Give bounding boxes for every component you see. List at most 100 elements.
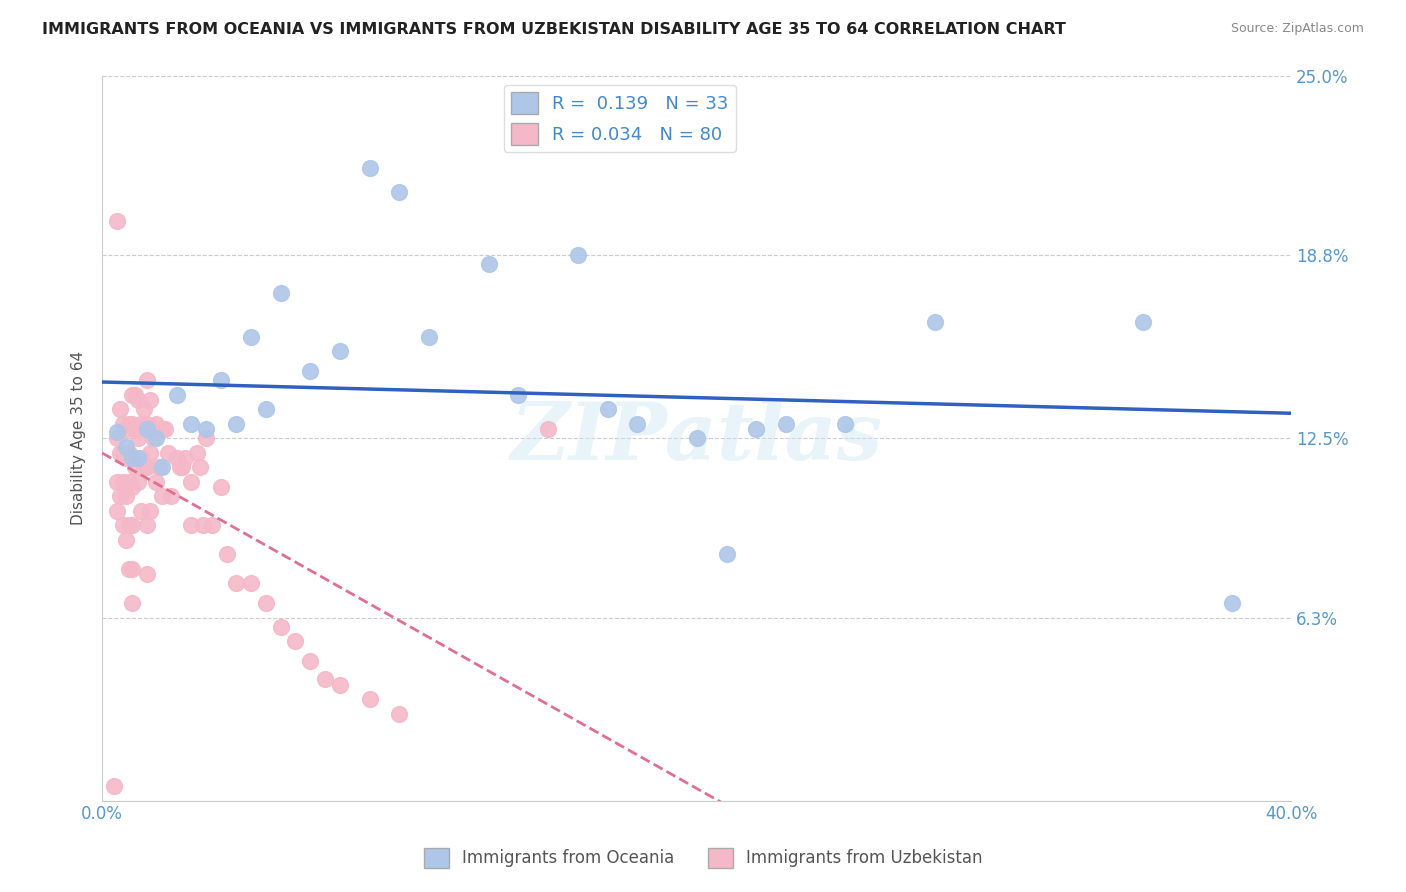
- Point: [139, 445, 162, 459]
- Point: [180, 475, 202, 489]
- Point: [111, 445, 134, 459]
- Point: [150, 489, 173, 503]
- Point: [132, 460, 155, 475]
- Point: [111, 475, 134, 489]
- Point: [388, 706, 411, 721]
- Point: [135, 422, 157, 436]
- Point: [127, 475, 149, 489]
- Point: [180, 417, 202, 431]
- Point: [225, 576, 247, 591]
- Point: [166, 451, 188, 466]
- Point: [124, 460, 146, 475]
- Point: [121, 480, 143, 494]
- Point: [217, 547, 239, 561]
- Point: [478, 257, 501, 271]
- Point: [745, 422, 768, 436]
- Point: [209, 480, 232, 494]
- Point: [105, 503, 128, 517]
- Point: [626, 417, 648, 431]
- Point: [121, 451, 143, 466]
- Point: [1132, 315, 1154, 329]
- Point: [111, 417, 134, 431]
- Point: [150, 422, 173, 436]
- Point: [127, 431, 149, 445]
- Point: [118, 561, 141, 575]
- Point: [418, 329, 440, 343]
- Point: [132, 402, 155, 417]
- Point: [111, 518, 134, 533]
- Y-axis label: Disability Age 35 to 64: Disability Age 35 to 64: [72, 351, 86, 525]
- Point: [103, 779, 125, 793]
- Point: [195, 431, 218, 445]
- Text: IMMIGRANTS FROM OCEANIA VS IMMIGRANTS FROM UZBEKISTAN DISABILITY AGE 35 TO 64 CO: IMMIGRANTS FROM OCEANIA VS IMMIGRANTS FR…: [42, 22, 1066, 37]
- Text: ZIPatlas: ZIPatlas: [510, 400, 883, 477]
- Legend: Immigrants from Oceania, Immigrants from Uzbekistan: Immigrants from Oceania, Immigrants from…: [418, 841, 988, 875]
- Point: [239, 576, 262, 591]
- Point: [127, 451, 149, 466]
- Point: [135, 417, 157, 431]
- Point: [121, 596, 143, 610]
- Point: [193, 518, 215, 533]
- Point: [118, 445, 141, 459]
- Point: [105, 425, 128, 440]
- Point: [359, 161, 381, 176]
- Point: [150, 460, 173, 475]
- Point: [108, 445, 131, 459]
- Point: [121, 561, 143, 575]
- Point: [254, 402, 277, 417]
- Point: [166, 387, 188, 401]
- Legend: R =  0.139   N = 33, R = 0.034   N = 80: R = 0.139 N = 33, R = 0.034 N = 80: [503, 85, 735, 152]
- Point: [115, 489, 138, 503]
- Point: [314, 672, 336, 686]
- Point: [537, 422, 560, 436]
- Point: [124, 422, 146, 436]
- Point: [156, 445, 179, 459]
- Point: [145, 431, 167, 445]
- Point: [169, 460, 191, 475]
- Point: [129, 503, 152, 517]
- Point: [239, 329, 262, 343]
- Point: [129, 451, 152, 466]
- Point: [129, 417, 152, 431]
- Point: [139, 503, 162, 517]
- Point: [135, 373, 157, 387]
- Point: [508, 387, 530, 401]
- Point: [388, 185, 411, 199]
- Point: [299, 654, 322, 668]
- Point: [299, 364, 322, 378]
- Point: [270, 619, 292, 633]
- Point: [596, 402, 619, 417]
- Point: [105, 475, 128, 489]
- Point: [716, 547, 738, 561]
- Point: [108, 489, 131, 503]
- Point: [188, 460, 211, 475]
- Point: [924, 315, 946, 329]
- Point: [121, 518, 143, 533]
- Text: Source: ZipAtlas.com: Source: ZipAtlas.com: [1230, 22, 1364, 36]
- Point: [135, 567, 157, 582]
- Point: [153, 422, 176, 436]
- Point: [105, 213, 128, 227]
- Point: [135, 460, 157, 475]
- Point: [1220, 596, 1243, 610]
- Point: [329, 344, 352, 359]
- Point: [567, 248, 589, 262]
- Point: [118, 518, 141, 533]
- Point: [118, 475, 141, 489]
- Point: [121, 417, 143, 431]
- Point: [359, 692, 381, 706]
- Point: [201, 518, 224, 533]
- Point: [225, 417, 247, 431]
- Point: [172, 460, 194, 475]
- Point: [148, 460, 170, 475]
- Point: [159, 489, 181, 503]
- Point: [118, 417, 141, 431]
- Point: [135, 518, 157, 533]
- Point: [105, 431, 128, 445]
- Point: [127, 393, 149, 408]
- Point: [174, 451, 197, 466]
- Point: [209, 373, 232, 387]
- Point: [115, 440, 138, 454]
- Point: [270, 286, 292, 301]
- Point: [115, 422, 138, 436]
